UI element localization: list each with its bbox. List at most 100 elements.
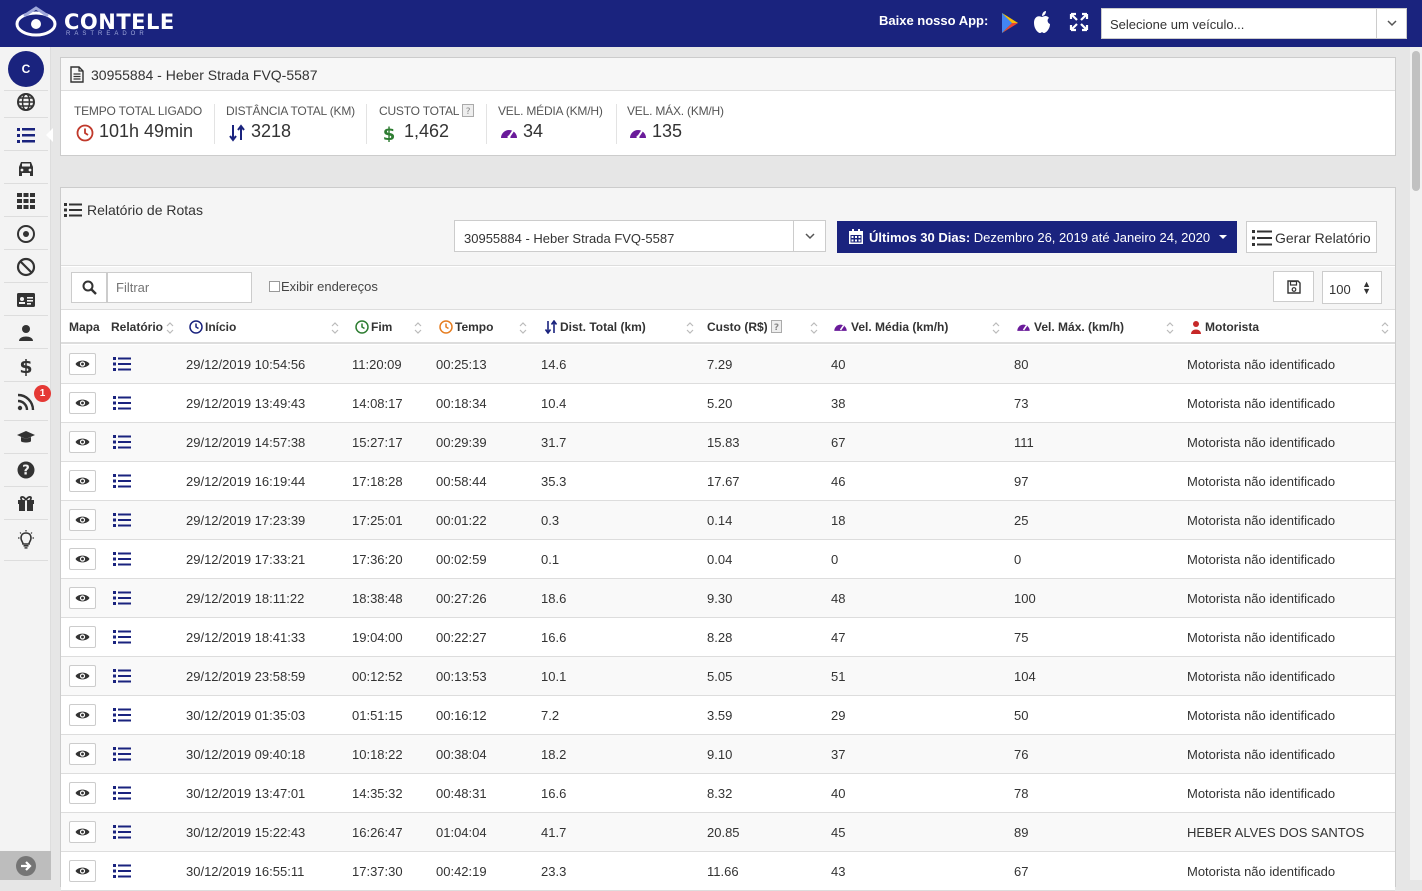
- view-report-button[interactable]: [113, 434, 131, 450]
- sort-icon[interactable]: [1381, 321, 1389, 335]
- view-map-button[interactable]: [69, 626, 96, 648]
- view-map-button[interactable]: [69, 509, 96, 531]
- stat-divider: [214, 104, 215, 144]
- vehicle-select-caret[interactable]: [1376, 9, 1406, 38]
- avatar[interactable]: C: [8, 51, 44, 87]
- help-icon[interactable]: ?: [461, 104, 474, 117]
- column-header-driver[interactable]: Motorista: [1189, 320, 1259, 334]
- page-scrollbar[interactable]: [1410, 47, 1422, 880]
- cell-end: 10:18:22: [352, 747, 403, 762]
- view-report-button[interactable]: [113, 551, 131, 567]
- route-vehicle-select[interactable]: 30955884 - Heber Strada FVQ-5587: [454, 220, 826, 252]
- view-report-button[interactable]: [113, 863, 131, 879]
- sort-icon[interactable]: [810, 321, 818, 335]
- generate-report-button[interactable]: Gerar Relatório: [1246, 221, 1377, 253]
- speedometer-icon: [834, 324, 847, 331]
- sidebar-item-ideas[interactable]: [13, 529, 39, 551]
- view-report-button[interactable]: [113, 395, 131, 411]
- column-header-distance[interactable]: Dist. Total (km): [544, 320, 646, 334]
- sort-icon[interactable]: [1166, 321, 1174, 335]
- sidebar-item-training[interactable]: [13, 426, 39, 448]
- sidebar-item-blocked[interactable]: [13, 256, 39, 278]
- view-report-button[interactable]: [113, 668, 131, 684]
- date-range-button[interactable]: Últimos 30 Dias: Dezembro 26, 2019 até J…: [837, 221, 1237, 253]
- sidebar-item-vehicles[interactable]: [13, 157, 39, 179]
- sidebar-item-help[interactable]: ?: [13, 459, 39, 481]
- grid-icon: [17, 193, 35, 209]
- help-icon[interactable]: ?: [771, 320, 783, 333]
- show-addresses-checkbox[interactable]: [269, 281, 280, 292]
- sort-icon[interactable]: [992, 321, 1000, 335]
- view-map-button[interactable]: [69, 470, 96, 492]
- search-button[interactable]: [71, 272, 107, 303]
- stat-divider: [366, 104, 367, 144]
- sidebar-item-points[interactable]: [13, 223, 39, 245]
- notification-badge: 1: [34, 385, 51, 402]
- view-map-button[interactable]: [69, 353, 96, 375]
- globe-icon: [17, 93, 35, 111]
- cell-start: 29/12/2019 23:58:59: [186, 669, 306, 684]
- view-report-button[interactable]: [113, 785, 131, 801]
- column-header-duration[interactable]: Tempo: [439, 320, 493, 334]
- sort-icon[interactable]: [519, 321, 527, 335]
- google-play-icon[interactable]: [999, 12, 1021, 34]
- column-header-cost[interactable]: Custo (R$) ?: [707, 320, 783, 334]
- view-map-button[interactable]: [69, 782, 96, 804]
- cell-cost: 20.85: [707, 825, 740, 840]
- export-button[interactable]: [1273, 271, 1314, 302]
- view-map-button[interactable]: [69, 548, 96, 570]
- column-header-start[interactable]: Início: [189, 320, 236, 334]
- show-addresses-label[interactable]: Exibir endereços: [281, 279, 378, 294]
- filter-input[interactable]: [107, 272, 252, 303]
- view-report-button[interactable]: [113, 746, 131, 762]
- sidebar-item-users[interactable]: [13, 322, 39, 344]
- view-map-button[interactable]: [69, 431, 96, 453]
- sort-icon[interactable]: [414, 321, 422, 335]
- cell-max-speed: 104: [1014, 669, 1036, 684]
- sort-icon[interactable]: [166, 321, 174, 335]
- view-report-button[interactable]: [113, 356, 131, 372]
- view-map-button[interactable]: [69, 665, 96, 687]
- sidebar-item-map[interactable]: [13, 91, 39, 113]
- scrollbar-thumb[interactable]: [1412, 51, 1420, 191]
- column-header-end[interactable]: Fim: [355, 320, 392, 334]
- sort-icon[interactable]: [331, 321, 339, 335]
- sidebar-item-drivers-card[interactable]: [13, 289, 39, 311]
- vehicle-select[interactable]: Selecione um veículo...: [1101, 8, 1407, 39]
- view-report-button[interactable]: [113, 824, 131, 840]
- sidebar-item-costs[interactable]: $: [13, 355, 39, 377]
- column-header-report[interactable]: Relatório: [111, 320, 164, 334]
- view-map-button[interactable]: [69, 392, 96, 414]
- cell-cost: 17.67: [707, 474, 740, 489]
- sidebar-expand-button[interactable]: [0, 851, 51, 880]
- view-map-button[interactable]: [69, 704, 96, 726]
- route-select-caret[interactable]: [793, 221, 825, 251]
- view-report-button[interactable]: [113, 473, 131, 489]
- view-report-button[interactable]: [113, 629, 131, 645]
- apple-icon[interactable]: [1032, 10, 1052, 34]
- view-report-button[interactable]: [113, 707, 131, 723]
- column-header-avg-speed[interactable]: Vel. Média (km/h): [832, 320, 948, 334]
- sidebar-item-rewards[interactable]: [13, 492, 39, 514]
- view-report-button[interactable]: [113, 590, 131, 606]
- cell-avg-speed: 37: [831, 747, 846, 762]
- svg-text:?: ?: [466, 107, 471, 117]
- page-size-select[interactable]: 100 ▲ ▼: [1322, 271, 1382, 304]
- cell-avg-speed: 45: [831, 825, 846, 840]
- cell-cost: 5.05: [707, 669, 733, 684]
- view-map-button[interactable]: [69, 821, 96, 843]
- fullscreen-icon[interactable]: [1069, 12, 1089, 32]
- view-map-button[interactable]: [69, 587, 96, 609]
- column-header-max-speed[interactable]: Vel. Máx. (km/h): [1015, 320, 1124, 334]
- sort-icon[interactable]: [686, 321, 694, 335]
- cell-cost: 8.32: [707, 786, 733, 801]
- sidebar-item-dashboard[interactable]: [13, 190, 39, 212]
- eye-icon: [75, 555, 90, 563]
- view-report-button[interactable]: [113, 512, 131, 528]
- view-map-button[interactable]: [69, 743, 96, 765]
- sidebar-item-feed[interactable]: [13, 391, 39, 413]
- sidebar-item-reports[interactable]: [13, 124, 53, 146]
- contele-logo[interactable]: CONTELE RASTREADOR: [14, 6, 194, 40]
- svg-text:?: ?: [22, 464, 30, 479]
- view-map-button[interactable]: [69, 860, 96, 882]
